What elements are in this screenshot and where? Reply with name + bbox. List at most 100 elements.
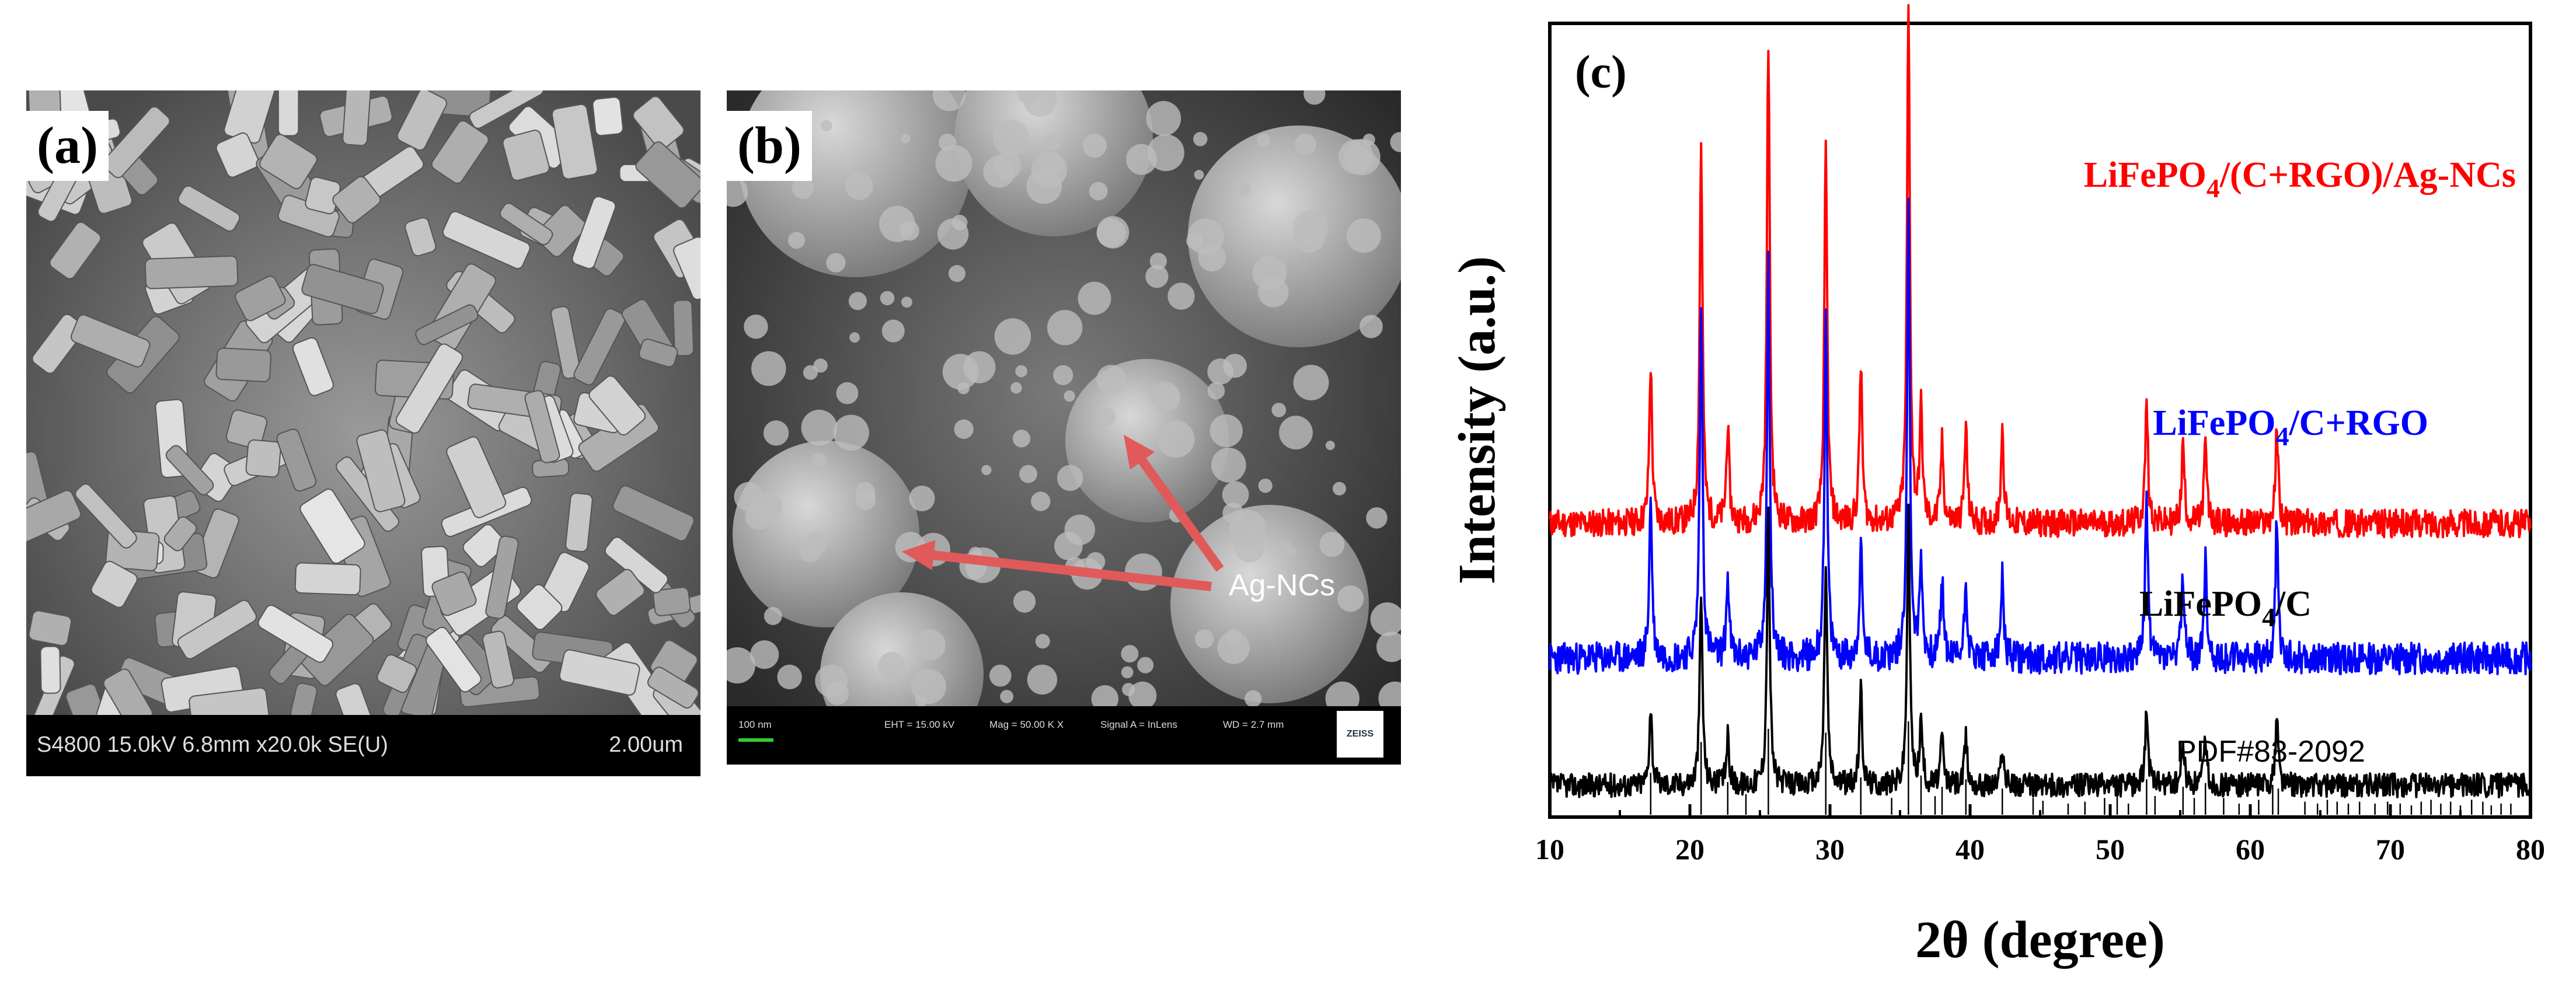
crystal-particle (485, 535, 519, 619)
panel-label-a: (a) (26, 111, 109, 181)
crystal-particle (653, 587, 691, 617)
crystal-particle (301, 264, 384, 315)
nanoparticle (1031, 491, 1051, 511)
nanoparticle (1031, 151, 1068, 188)
crystal-particle (40, 645, 61, 694)
x-tick-label: 20 (1675, 833, 1704, 866)
wd-info: WD = 2.7 mm (1223, 719, 1284, 730)
sem-info-a: S4800 15.0kV 6.8mm x20.0k SE(U) (37, 732, 388, 757)
x-tick-label: 70 (2376, 833, 2405, 866)
nanoparticle (881, 319, 905, 343)
crystal-particle (28, 610, 72, 647)
nanoparticle (1257, 133, 1271, 148)
nanoparticle (848, 292, 867, 310)
nanoparticle (777, 664, 802, 690)
sem-texture-b: Ag-NCs (727, 90, 1401, 765)
nanoparticle (799, 540, 821, 563)
crystal-particle (215, 132, 260, 178)
nanoparticle (1211, 448, 1246, 483)
crystal-particle (516, 584, 563, 630)
nanoparticle (1121, 666, 1134, 679)
nanoparticle (932, 90, 966, 111)
crystal-particle (276, 428, 317, 492)
nanoparticle (750, 640, 779, 669)
nanoparticle (901, 133, 911, 144)
nanoparticle (1078, 281, 1111, 315)
nanoparticle (1057, 465, 1083, 491)
crystal-particle (299, 488, 365, 564)
nanoparticle (1047, 310, 1083, 346)
nanoparticle (1128, 681, 1157, 710)
crystal-particle (551, 103, 598, 180)
sem-image-b: Ag-NCs (b) 100 nm EHT = 15.00 kV Mag = 5… (727, 90, 1401, 765)
nanoparticle (1157, 420, 1195, 458)
crystal-particle (635, 141, 700, 209)
crystal-particle (595, 568, 645, 616)
scale-bar-b: 100 nm (738, 719, 772, 730)
nanoparticle (1279, 416, 1313, 450)
crystal-particle (592, 96, 624, 137)
crystal-particle (442, 211, 531, 270)
crystal-particle (49, 221, 102, 280)
nanoparticle (948, 265, 965, 282)
reference-pattern (1650, 721, 2512, 815)
crystal-particle (215, 347, 271, 382)
crystal-particle (165, 445, 214, 496)
nanoparticle (1271, 403, 1287, 417)
x-tick-label: 50 (2096, 833, 2125, 866)
zeiss-logo: ZEISS (1337, 711, 1383, 758)
nanoparticle (911, 669, 946, 704)
crystal-particle (415, 304, 479, 346)
crystal-particle (292, 337, 334, 396)
nanoparticle (954, 419, 974, 439)
nanoparticle (994, 318, 1031, 355)
crystal-particle (405, 217, 437, 257)
nanoparticle (1167, 282, 1195, 310)
panel-label-b: (b) (727, 111, 812, 181)
crystal-particle (482, 630, 515, 689)
nanoparticle (1023, 90, 1057, 117)
nanoparticle (1209, 414, 1243, 448)
sem-databar-a: S4800 15.0kV 6.8mm x20.0k SE(U) 2.00um (26, 715, 700, 776)
nanoparticle (1207, 358, 1234, 385)
crystal-particle (550, 306, 581, 379)
nanoparticle (788, 232, 806, 249)
nanoparticle (763, 420, 789, 446)
sem-databar-b: 100 nm EHT = 15.00 kV Mag = 50.00 K X Si… (727, 706, 1401, 765)
crystal-particle (32, 313, 86, 374)
nanoparticle (764, 607, 782, 625)
nanoparticle (1121, 683, 1135, 696)
x-tick-label: 60 (2236, 833, 2265, 866)
nanoparticle (1245, 690, 1262, 707)
series-line (1549, 4, 2532, 539)
crystal-particle (377, 654, 417, 693)
nanoparticle (1337, 585, 1364, 612)
nanoparticle (1064, 390, 1075, 402)
series-line (1549, 503, 2532, 798)
crystal-particle (571, 196, 616, 270)
nanoparticle (1344, 139, 1381, 176)
nanoparticle (1015, 365, 1027, 378)
crystal-particle (535, 204, 587, 257)
nanoparticle (1096, 216, 1130, 249)
nanoparticle (1258, 277, 1289, 308)
nanoparticle (1370, 602, 1401, 636)
arrow-icon (902, 540, 1212, 591)
nanoparticle (992, 119, 1030, 156)
panel-label-c: (c) (1575, 47, 1627, 98)
eht-info: EHT = 15.00 kV (884, 719, 955, 730)
nanoparticle (734, 481, 764, 512)
arrow-icon (1124, 435, 1224, 572)
nanoparticle (1149, 253, 1167, 270)
sem-texture-a (26, 90, 700, 776)
crystal-particle (235, 275, 286, 322)
nanoparticle (1137, 657, 1154, 674)
series-label: LiFePO4/C+RGO (2153, 403, 2428, 451)
y-axis-label: Intensity (a.u.) (1448, 256, 1506, 585)
crystal-particle (70, 314, 151, 368)
crystal-particle (225, 409, 268, 449)
crystal-particle (75, 483, 137, 549)
nanoparticle (801, 410, 838, 446)
x-tick-label: 40 (1955, 833, 1985, 866)
crystal-particle (469, 90, 544, 129)
